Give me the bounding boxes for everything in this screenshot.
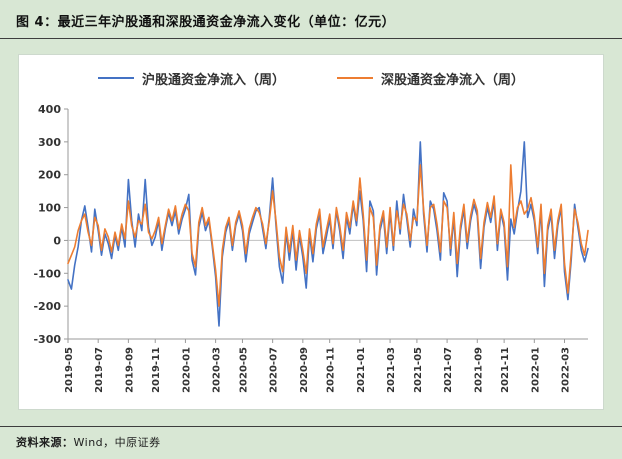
svg-text:300: 300 [38,136,61,149]
svg-text:2019-07: 2019-07 [94,347,105,393]
svg-text:2021-03: 2021-03 [386,347,397,393]
svg-text:0: 0 [53,234,61,247]
svg-text:2020-01: 2020-01 [181,347,192,393]
svg-text:2019-09: 2019-09 [124,347,135,393]
svg-text:2022-03: 2022-03 [561,347,572,393]
svg-text:100: 100 [38,202,61,215]
svg-text:400: 400 [38,103,61,116]
chart-panel: 沪股通资金净流入（周） 深股通资金净流入（周） 400 300 200 100 0 -10… [18,54,604,410]
legend-item-shanghai-connect: 沪股通资金净流入（周） [97,69,285,88]
svg-text:2020-07: 2020-07 [269,347,280,393]
svg-text:2020-05: 2020-05 [238,347,249,393]
title-divider [0,38,622,39]
svg-text:2021-09: 2021-09 [473,347,484,393]
source-text: Wind，中原证券 [73,436,161,449]
svg-text:2021-07: 2021-07 [443,347,454,393]
svg-text:2020-09: 2020-09 [299,347,310,393]
svg-text:2021-01: 2021-01 [356,347,367,393]
footer-divider [0,426,622,427]
legend-line-icon [337,77,373,79]
svg-text:2019-05: 2019-05 [64,347,75,393]
chart-legend: 沪股通资金净流入（周） 深股通资金净流入（周） [19,55,603,101]
source-label: 资料来源： [16,436,74,449]
svg-text:2022-01: 2022-01 [530,347,541,393]
source-line: 资料来源：Wind，中原证券 [16,434,161,450]
svg-text:-100: -100 [33,267,61,280]
figure-title: 图 4：最近三年沪股通和深股通资金净流入变化（单位：亿元） [16,15,396,30]
svg-text:2021-05: 2021-05 [413,347,424,393]
svg-text:2020-03: 2020-03 [212,347,223,393]
svg-text:-200: -200 [33,300,61,313]
svg-text:2019-11: 2019-11 [151,347,162,393]
svg-text:200: 200 [38,169,61,182]
legend-item-shenzhen-connect: 深股通资金净流入（周） [337,69,524,88]
svg-text:2020-11: 2020-11 [326,347,337,393]
legend-label: 沪股通资金净流入（周） [141,72,285,88]
svg-text:2021-11: 2021-11 [500,347,511,393]
svg-text:-300: -300 [33,333,61,346]
legend-label: 深股通资金净流入（周） [381,72,525,88]
legend-line-icon [97,77,134,79]
